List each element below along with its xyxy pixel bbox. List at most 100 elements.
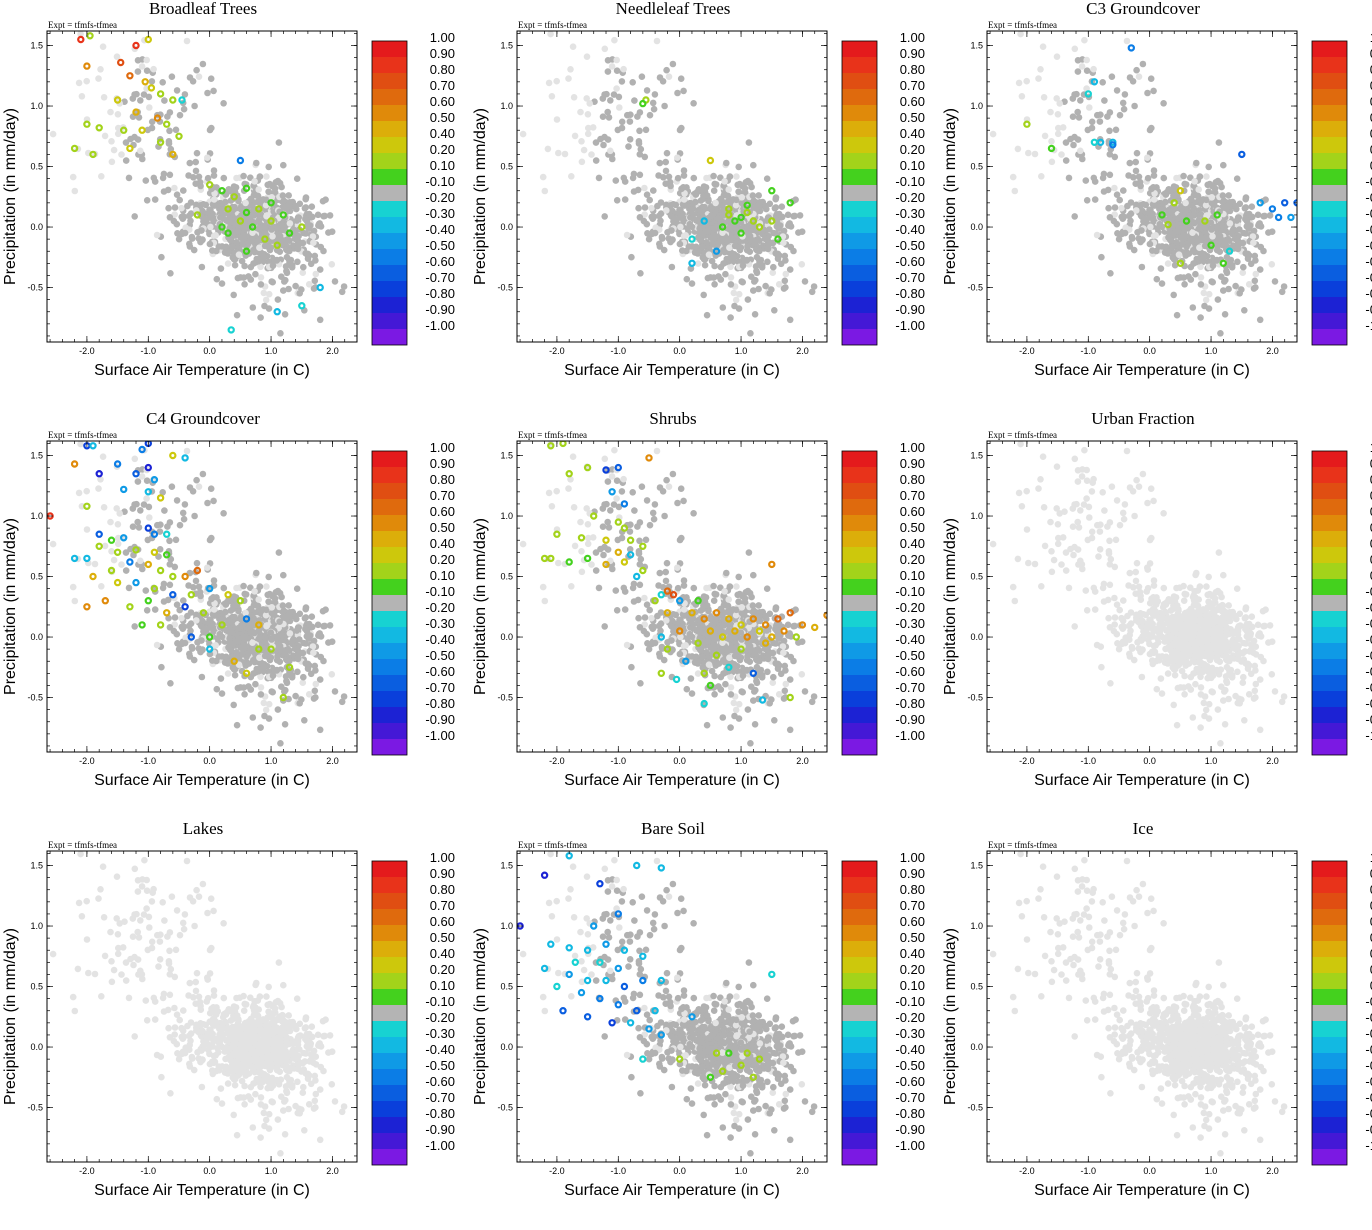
background-point — [780, 285, 788, 292]
background-point — [1014, 145, 1022, 153]
colorbar-swatch — [372, 249, 407, 265]
background-point — [637, 145, 645, 153]
background-point — [231, 613, 238, 621]
background-point — [171, 211, 178, 218]
background-point — [1243, 223, 1251, 230]
background-point — [159, 174, 167, 182]
background-point — [1150, 172, 1158, 179]
y-tick-label: -0.5 — [27, 283, 43, 293]
background-point — [782, 270, 790, 278]
background-point — [1111, 153, 1119, 161]
background-point — [1175, 251, 1183, 258]
background-point — [727, 673, 734, 681]
background-point — [145, 503, 153, 511]
background-point — [251, 588, 258, 595]
background-point — [107, 108, 114, 116]
background-point — [600, 551, 607, 559]
background-point — [1192, 270, 1199, 278]
background-point — [263, 173, 270, 180]
background-point — [292, 282, 299, 290]
background-point — [166, 171, 174, 179]
background-point — [1256, 316, 1264, 324]
background-point — [771, 205, 779, 212]
background-point — [115, 124, 122, 132]
background-point — [1071, 133, 1078, 141]
background-point — [247, 629, 255, 636]
background-point — [210, 606, 218, 613]
background-point — [113, 53, 121, 60]
background-point — [227, 216, 234, 223]
background-point — [618, 118, 626, 126]
background-point — [326, 212, 334, 219]
background-point — [1164, 250, 1172, 257]
data-point — [248, 223, 257, 231]
background-point — [171, 621, 178, 628]
background-point — [257, 263, 264, 271]
background-point — [114, 540, 122, 548]
background-point — [753, 267, 760, 275]
colorbar-label: -1.00 — [425, 728, 455, 743]
data-point — [107, 536, 116, 544]
colorbar-swatch — [372, 707, 407, 723]
background-point — [277, 740, 284, 747]
background-point — [677, 206, 684, 214]
background-point — [792, 196, 799, 203]
colorbar-label: 0.80 — [430, 472, 455, 487]
background-point — [233, 311, 241, 319]
data-point — [138, 126, 146, 134]
background-point — [231, 261, 239, 269]
background-point — [1047, 108, 1054, 116]
background-point — [790, 657, 797, 665]
background-point — [210, 172, 218, 179]
colorbar-swatch — [372, 531, 407, 547]
background-point — [268, 194, 276, 201]
background-point — [1215, 139, 1223, 146]
background-point — [197, 592, 204, 600]
background-point — [1074, 57, 1082, 64]
background-point — [728, 250, 736, 257]
background-point — [665, 73, 673, 80]
background-point — [1197, 274, 1205, 281]
background-point — [258, 250, 266, 257]
background-point — [257, 274, 265, 281]
colorbar-swatch — [842, 329, 877, 345]
data-point — [285, 663, 294, 671]
background-point — [727, 314, 734, 321]
background-point — [989, 130, 997, 138]
background-point — [646, 111, 654, 119]
background-point — [1260, 247, 1267, 255]
background-point — [1206, 180, 1213, 188]
x-tick-label: -2.0 — [1019, 346, 1035, 356]
background-point — [641, 621, 648, 628]
background-point — [280, 161, 287, 169]
background-point — [1214, 296, 1222, 303]
background-point — [1201, 224, 1209, 231]
background-point — [1233, 175, 1241, 182]
background-point — [1112, 126, 1120, 134]
data-point — [255, 621, 263, 629]
expt-label: Expt = tfmfs-tfmea — [48, 430, 117, 440]
colorbar-swatch — [1312, 329, 1347, 345]
figure-grid: Broadleaf Trees Expt = tfmfs-tfmea -2.0 -1.… — [2, 0, 1372, 1199]
background-point — [326, 622, 334, 629]
background-point — [328, 261, 336, 268]
background-point — [668, 637, 675, 644]
background-point — [188, 645, 196, 652]
background-point — [737, 219, 745, 226]
background-point — [727, 236, 734, 244]
background-point — [83, 77, 90, 85]
background-point — [1244, 250, 1252, 258]
background-point — [605, 114, 613, 121]
background-point — [172, 536, 180, 544]
background-point — [570, 504, 578, 511]
colorbar-swatch — [372, 233, 407, 249]
background-point — [261, 302, 268, 310]
background-point — [663, 66, 670, 74]
background-point — [571, 132, 579, 140]
background-point — [784, 621, 792, 629]
background-point — [702, 255, 709, 263]
background-point — [1054, 111, 1062, 118]
background-point — [599, 505, 607, 512]
background-point — [280, 237, 287, 244]
background-point — [252, 270, 259, 278]
